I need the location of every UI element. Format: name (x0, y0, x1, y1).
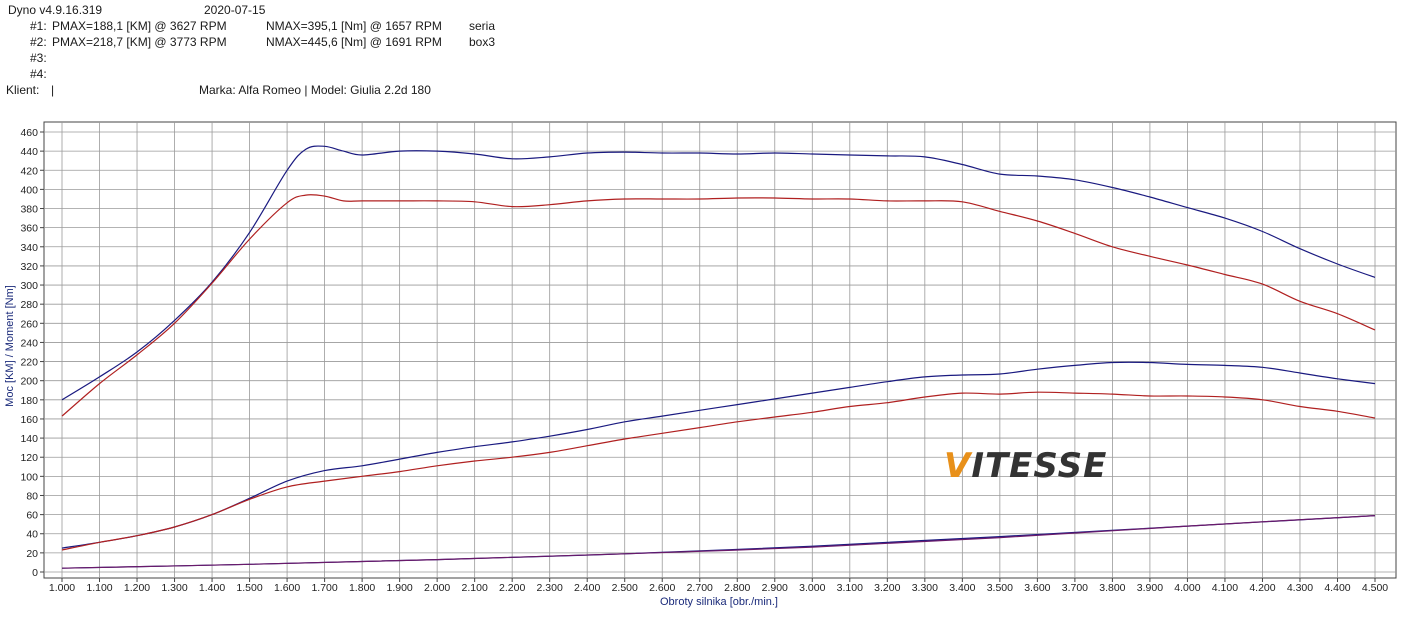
y-tick-label: 0 (32, 567, 38, 579)
x-tick-label: 1.800 (349, 582, 375, 594)
x-axis-title: Obroty silnika [obr./min.] (660, 596, 778, 608)
y-tick-label: 340 (20, 242, 38, 254)
x-tick-label: 3.300 (912, 582, 938, 594)
x-tick-label: 3.900 (1137, 582, 1163, 594)
y-tick-label: 160 (20, 414, 38, 426)
curve-run2-torque (61, 145, 1376, 401)
curve-run2-power (61, 361, 1376, 549)
y-tick-label: 180 (20, 395, 38, 407)
x-tick-label: 1.400 (199, 582, 225, 594)
x-tick-labels: 1.000 1.100 1.200 1.300 1.400 1.500 1.600 1.700… (49, 582, 1388, 594)
client-value: | (51, 83, 55, 97)
run-1-pmax: PMAX=188,1 [KM] @ 3627 RPM (52, 19, 227, 33)
y-tick-label: 440 (20, 146, 38, 158)
y-tick-label: 20 (26, 548, 38, 560)
y-tick-label: 280 (20, 299, 38, 311)
y-tick-labels: 0 20 40 60 80 100 120 140 160 180 200 220 240 260 280 3… (20, 127, 38, 579)
y-tick-label: 140 (20, 433, 38, 445)
y-tick-label: 300 (20, 280, 38, 292)
y-tick-label: 260 (20, 318, 38, 330)
y-tick-label: 40 (26, 529, 38, 541)
run-4-id: #4: (30, 67, 47, 81)
y-tick-label: 120 (20, 452, 38, 464)
x-tick-label: 1.000 (49, 582, 75, 594)
x-tick-label: 4.200 (1249, 582, 1275, 594)
run-1-name: seria (469, 19, 496, 33)
x-tick-label: 2.900 (762, 582, 788, 594)
x-tick-label: 3.400 (949, 582, 975, 594)
curves (61, 145, 1376, 569)
y-tick-label: 320 (20, 261, 38, 273)
x-tick-label: 4.100 (1212, 582, 1238, 594)
logo-text: ITESSE (971, 446, 1108, 486)
x-tick-label: 1.100 (86, 582, 112, 594)
y-tick-label: 460 (20, 127, 38, 139)
x-tick-label: 4.300 (1287, 582, 1313, 594)
x-tick-label: 3.500 (987, 582, 1013, 594)
y-tick-label: 220 (20, 357, 38, 369)
run-1-id: #1: (30, 19, 47, 33)
curve-run1-power (61, 391, 1376, 551)
x-tick-label: 1.900 (386, 582, 412, 594)
app-version: Dyno v4.9.16.319 (8, 3, 103, 17)
y-axis-title: Moc [KM] / Moment [Nm] (4, 285, 16, 407)
x-tick-label: 1.300 (161, 582, 187, 594)
run-1-nmax: NMAX=395,1 [Nm] @ 1657 RPM (266, 19, 442, 33)
x-tick-label: 3.200 (874, 582, 900, 594)
x-tick-label: 2.200 (499, 582, 525, 594)
run-3-id: #3: (30, 51, 47, 65)
plot-area (43, 121, 1397, 579)
y-tick-label: 200 (20, 376, 38, 388)
y-tick-label: 360 (20, 223, 38, 235)
run-2-name: box3 (469, 35, 496, 49)
x-tick-label: 3.600 (1024, 582, 1050, 594)
x-tick-label: 1.600 (274, 582, 300, 594)
x-tick-label: 2.300 (537, 582, 563, 594)
y-tick-label: 400 (20, 184, 38, 196)
x-tick-label: 2.100 (462, 582, 488, 594)
grid (40, 122, 1396, 582)
run-2-nmax: NMAX=445,6 [Nm] @ 1691 RPM (266, 35, 442, 49)
x-tick-label: 3.100 (837, 582, 863, 594)
x-tick-label: 4.500 (1362, 582, 1388, 594)
x-tick-label: 4.400 (1324, 582, 1350, 594)
vitesse-logo: VITESSE (944, 446, 1107, 486)
x-tick-label: 2.000 (424, 582, 450, 594)
y-tick-label: 240 (20, 337, 38, 349)
x-tick-label: 1.200 (124, 582, 150, 594)
logo-letter-v: V (944, 446, 972, 486)
y-tick-label: 80 (26, 490, 38, 502)
y-tick-label: 60 (26, 510, 38, 522)
x-tick-label: 2.600 (649, 582, 675, 594)
x-tick-label: 1.500 (236, 582, 262, 594)
vehicle-info: Marka: Alfa Romeo | Model: Giulia 2.2d 1… (199, 83, 431, 97)
x-tick-label: 3.700 (1062, 582, 1088, 594)
x-tick-label: 2.800 (724, 582, 750, 594)
x-tick-label: 3.800 (1099, 582, 1125, 594)
run-2-id: #2: (30, 35, 47, 49)
x-tick-label: 4.000 (1174, 582, 1200, 594)
x-tick-label: 1.700 (311, 582, 337, 594)
curve-run1-torque (61, 194, 1376, 417)
test-date: 2020-07-15 (204, 3, 266, 17)
x-tick-label: 2.700 (687, 582, 713, 594)
y-tick-label: 380 (20, 204, 38, 216)
y-tick-label: 100 (20, 471, 38, 483)
x-tick-label: 2.400 (574, 582, 600, 594)
y-tick-label: 420 (20, 165, 38, 177)
run-2-pmax: PMAX=218,7 [KM] @ 3773 RPM (52, 35, 227, 49)
curve-run1-loss (61, 515, 1376, 569)
client-label: Klient: (6, 83, 40, 97)
x-tick-label: 3.000 (799, 582, 825, 594)
x-tick-label: 2.500 (612, 582, 638, 594)
